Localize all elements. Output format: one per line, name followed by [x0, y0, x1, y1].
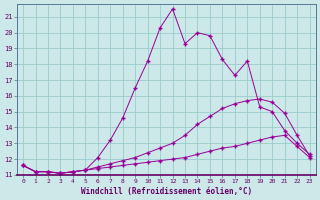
X-axis label: Windchill (Refroidissement éolien,°C): Windchill (Refroidissement éolien,°C): [81, 187, 252, 196]
